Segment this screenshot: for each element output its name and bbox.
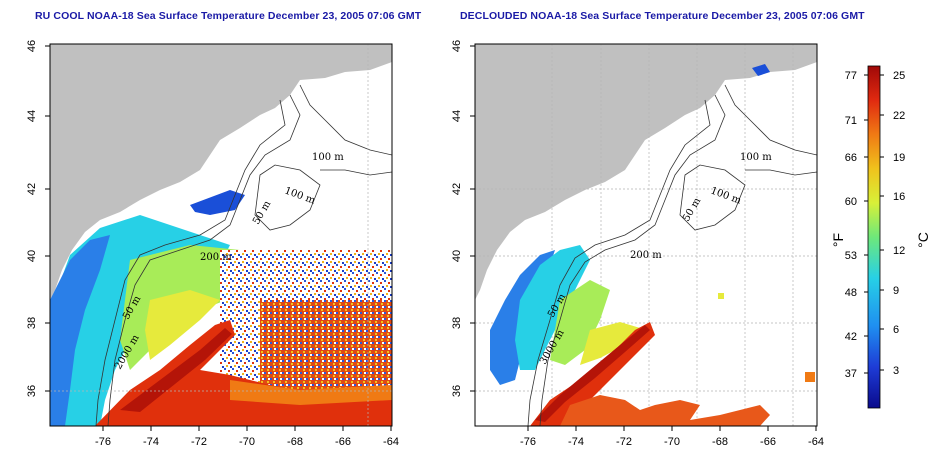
y-tick-label: 40 [451, 250, 463, 262]
colorbar-f-tick-label: 77 [845, 70, 857, 82]
panel-left-grid [50, 44, 392, 426]
shelf-water [515, 245, 590, 370]
x-tick-label: -66 [760, 436, 776, 448]
y-tick-label: 44 [451, 110, 463, 122]
gulf-stream-core [535, 325, 650, 422]
colorbar-f-tick-label: 53 [845, 250, 857, 262]
panel-right-axes: -76 -74 -72 -70 -68 -66 -64 36 38 40 42 44 46 [451, 40, 824, 448]
panel-right-title: DECLOUDED NOAA-18 Sea Surface Temperatur… [460, 10, 865, 22]
y-tick-label: 40 [26, 250, 38, 262]
colorbar-f-tick-label: 71 [845, 115, 857, 127]
x-tick-label: -66 [335, 436, 351, 448]
y-tick-label: 46 [26, 40, 38, 52]
x-tick-label: -74 [568, 436, 584, 448]
colorbar-c-tick-label: 3 [893, 365, 899, 377]
contour-label: 200 m [630, 250, 662, 261]
panel-right-frame [474, 43, 818, 427]
panel-left-axes: -76 -74 -72 -70 -68 -66 -64 36 38 40 42 44 46 [26, 40, 399, 448]
colorbar-c-tick-label: 6 [893, 324, 899, 336]
x-tick-label: -64 [383, 436, 399, 448]
cloud-speckle-dense [260, 300, 392, 400]
shelf-water-yellow [145, 290, 220, 360]
panel-left-frame [49, 43, 393, 427]
panel-left-map [50, 44, 392, 426]
cold-water-patch [752, 64, 770, 76]
colorbar-c-tick-label: 22 [893, 110, 905, 122]
x-tick-label: -70 [664, 436, 680, 448]
colorbar [867, 65, 881, 409]
cold-water-patch [190, 190, 245, 215]
x-tick-label: -64 [808, 436, 824, 448]
y-tick-label: 36 [26, 385, 38, 397]
y-tick-label: 42 [26, 183, 38, 195]
colorbar-f-tick-label: 48 [845, 287, 857, 299]
shelf-water-yellow [580, 322, 640, 365]
colorbar-f-tick-label: 66 [845, 152, 857, 164]
isobath-lines [527, 84, 817, 426]
x-tick-label: -72 [616, 436, 632, 448]
colorbar-c-tick-label: 16 [893, 191, 905, 203]
isobath-lines [95, 84, 392, 426]
contour-label: 100 m [312, 152, 344, 163]
colorbar-c-tick-label: 9 [893, 285, 899, 297]
land-mass [50, 44, 392, 300]
warm-band [230, 380, 392, 405]
y-tick-label: 42 [451, 183, 463, 195]
y-tick-label: 38 [26, 317, 38, 329]
warm-patch [718, 293, 724, 299]
y-tick-label: 46 [451, 40, 463, 52]
warm-patch [805, 372, 815, 382]
panel-left-title: RU COOL NOAA-18 Sea Surface Temperature … [35, 10, 422, 22]
x-tick-label: -68 [287, 436, 303, 448]
land-mass [475, 44, 817, 300]
x-tick-label: -76 [95, 436, 111, 448]
colorbar-f-tick-label: 42 [845, 331, 857, 343]
x-tick-label: -70 [239, 436, 255, 448]
colorbar-c-tick-label: 25 [893, 70, 905, 82]
y-tick-label: 44 [26, 110, 38, 122]
colorbar-f-tick-label: 60 [845, 196, 857, 208]
x-tick-label: -74 [143, 436, 159, 448]
y-tick-label: 36 [451, 385, 463, 397]
colorbar-c-tick-label: 19 [893, 152, 905, 164]
y-tick-label: 38 [451, 317, 463, 329]
contour-label: 200 m [200, 252, 232, 263]
panel-right-map [475, 44, 817, 426]
fahrenheit-unit-label: °F [830, 233, 846, 247]
warm-patches [560, 395, 770, 426]
celsius-unit-label: °C [915, 232, 931, 248]
shelf-water-blue [50, 235, 110, 426]
x-tick-label: -76 [520, 436, 536, 448]
x-tick-label: -72 [191, 436, 207, 448]
colorbar-c-tick-label: 12 [893, 245, 905, 257]
colorbar-f-tick-label: 37 [845, 368, 857, 380]
colorbar-ticks: 77 71 66 60 53 48 42 37 25 22 19 16 12 9 6 3 [845, 70, 906, 380]
x-tick-label: -68 [712, 436, 728, 448]
contour-label: 100 m [740, 152, 772, 163]
